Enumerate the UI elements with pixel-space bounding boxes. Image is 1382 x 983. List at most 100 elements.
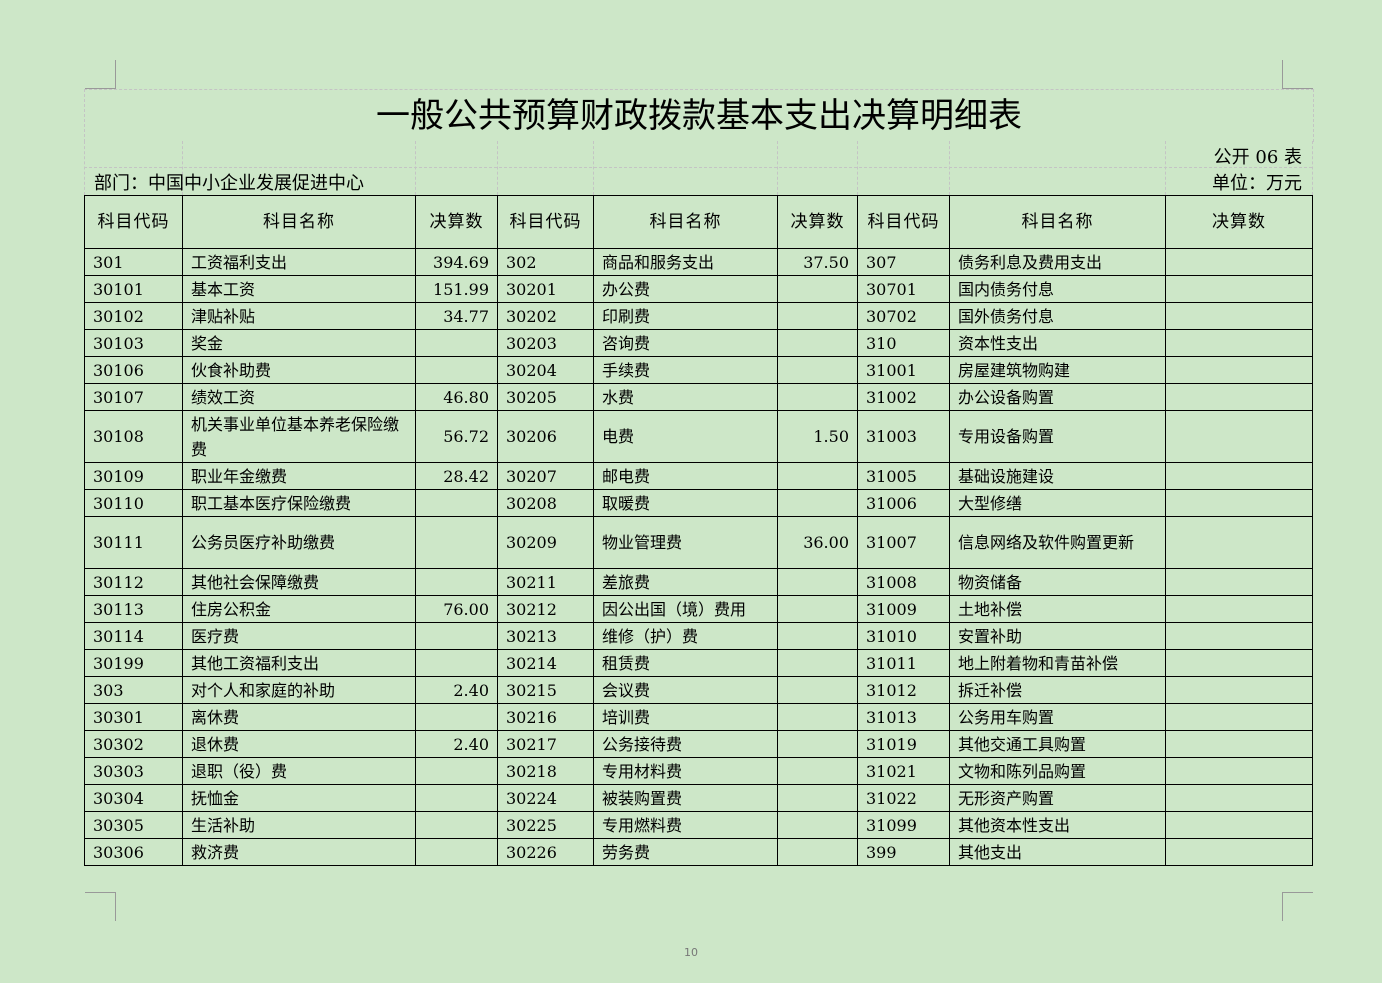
- table-row: 30110 职工基本医疗保险缴费 30208 取暖费 31006 大型修缮: [84, 489, 1313, 517]
- subject-name-cell: 对个人和家庭的补助: [182, 676, 416, 704]
- subject-code-cell: 30305: [84, 811, 183, 839]
- subject-name-cell: 专用燃料费: [593, 811, 778, 839]
- table-row: 30106 伙食补助费 30204 手续费 31001 房屋建筑物购建: [84, 356, 1313, 384]
- table-row: 30302 退休费 2.40 30217 公务接待费 31019 其他交通工具购置: [84, 730, 1313, 758]
- subject-code-cell: 31002: [857, 383, 950, 411]
- subject-name-cell: 奖金: [182, 329, 416, 357]
- subject-code-cell: 30205: [497, 383, 594, 411]
- subject-name-cell: 拆迁补偿: [949, 676, 1166, 704]
- table-row: 30305 生活补助 30225 专用燃料费 31099 其他资本性支出: [84, 811, 1313, 839]
- column-header: 科目名称: [949, 195, 1166, 249]
- amount-cell: 28.42: [415, 462, 498, 490]
- subject-name-cell: 大型修缮: [949, 489, 1166, 517]
- amount-cell: 37.50: [777, 248, 858, 276]
- subject-name-cell: 其他交通工具购置: [949, 730, 1166, 758]
- subject-code-cell: 30208: [497, 489, 594, 517]
- subject-name-cell: 租赁费: [593, 649, 778, 677]
- subject-code-cell: 30212: [497, 595, 594, 623]
- amount-cell: [1165, 676, 1313, 704]
- subject-code-cell: 30107: [84, 383, 183, 411]
- amount-cell: [415, 622, 498, 650]
- subject-code-cell: 30216: [497, 703, 594, 731]
- subject-name-cell: 退职（役）费: [182, 757, 416, 785]
- subject-name-cell: 办公设备购置: [949, 383, 1166, 411]
- table-row: 30304 抚恤金 30224 被装购置费 31022 无形资产购置: [84, 784, 1313, 812]
- subject-code-cell: 301: [84, 248, 183, 276]
- amount-cell: [1165, 489, 1313, 517]
- subject-name-cell: 公务员医疗补助缴费: [182, 516, 416, 569]
- subject-name-cell: 取暖费: [593, 489, 778, 517]
- subject-code-cell: 31007: [857, 516, 950, 569]
- subject-name-cell: 会议费: [593, 676, 778, 704]
- amount-cell: [1165, 410, 1313, 463]
- crop-mark: [85, 892, 116, 921]
- column-header: 决算数: [415, 195, 498, 249]
- amount-cell: [1165, 516, 1313, 569]
- subject-code-cell: 30203: [497, 329, 594, 357]
- table-subheader: 部门：中国中小企业发展促进中心 公开 06 表 单位：万元: [84, 141, 1313, 195]
- subject-name-cell: 水费: [593, 383, 778, 411]
- amount-cell: 151.99: [415, 275, 498, 303]
- amount-cell: [777, 838, 858, 866]
- header-row: 科目代码 科目名称 决算数 科目代码 科目名称 决算数 科目代码 科目名称 决算数: [84, 195, 1313, 249]
- amount-cell: [1165, 622, 1313, 650]
- table-row: 30101 基本工资 151.99 30201 办公费 30701 国内债务付息: [84, 275, 1313, 303]
- subject-code-cell: 30702: [857, 302, 950, 330]
- subject-name-cell: 电费: [593, 410, 778, 463]
- subject-name-cell: 办公费: [593, 275, 778, 303]
- amount-cell: [777, 568, 858, 596]
- subject-code-cell: 31009: [857, 595, 950, 623]
- subject-code-cell: 31006: [857, 489, 950, 517]
- subject-code-cell: 30109: [84, 462, 183, 490]
- table-row: 30306 救济费 30226 劳务费 399 其他支出: [84, 838, 1313, 866]
- subject-name-cell: 邮电费: [593, 462, 778, 490]
- subject-code-cell: 30224: [497, 784, 594, 812]
- subject-code-cell: 30225: [497, 811, 594, 839]
- amount-cell: [777, 595, 858, 623]
- subject-name-cell: 绩效工资: [182, 383, 416, 411]
- subject-name-cell: 专用材料费: [593, 757, 778, 785]
- amount-cell: 56.72: [415, 410, 498, 463]
- table-row: 30108 机关事业单位基本养老保险缴费 56.72 30206 电费 1.50 31003…: [84, 410, 1313, 463]
- subject-name-cell: 房屋建筑物购建: [949, 356, 1166, 384]
- subject-code-cell: 30204: [497, 356, 594, 384]
- subject-code-cell: 30215: [497, 676, 594, 704]
- subject-name-cell: 文物和陈列品购置: [949, 757, 1166, 785]
- subject-code-cell: 30114: [84, 622, 183, 650]
- subject-name-cell: 资本性支出: [949, 329, 1166, 357]
- amount-cell: [415, 329, 498, 357]
- subject-code-cell: 31008: [857, 568, 950, 596]
- subject-code-cell: 30111: [84, 516, 183, 569]
- table-row: 30113 住房公积金 76.00 30212 因公出国（境）费用 31009 土地补偿: [84, 595, 1313, 623]
- subject-code-cell: 30201: [497, 275, 594, 303]
- subject-code-cell: 30110: [84, 489, 183, 517]
- subject-name-cell: 医疗费: [182, 622, 416, 650]
- subject-name-cell: 国内债务付息: [949, 275, 1166, 303]
- amount-cell: [415, 784, 498, 812]
- subject-name-cell: 商品和服务支出: [593, 248, 778, 276]
- subject-code-cell: 30301: [84, 703, 183, 731]
- subject-code-cell: 30112: [84, 568, 183, 596]
- amount-cell: 34.77: [415, 302, 498, 330]
- subject-name-cell: 公务用车购置: [949, 703, 1166, 731]
- subject-code-cell: 31099: [857, 811, 950, 839]
- subject-code-cell: 30304: [84, 784, 183, 812]
- crop-mark: [1282, 60, 1313, 89]
- table-row: 30112 其他社会保障缴费 30211 差旅费 31008 物资储备: [84, 568, 1313, 596]
- amount-cell: [1165, 703, 1313, 731]
- subject-name-cell: 咨询费: [593, 329, 778, 357]
- amount-cell: [1165, 302, 1313, 330]
- amount-cell: [415, 703, 498, 731]
- subject-code-cell: 30217: [497, 730, 594, 758]
- amount-cell: 2.40: [415, 676, 498, 704]
- amount-cell: [1165, 838, 1313, 866]
- subject-name-cell: 债务利息及费用支出: [949, 248, 1166, 276]
- amount-cell: [1165, 811, 1313, 839]
- subject-name-cell: 救济费: [182, 838, 416, 866]
- subject-name-cell: 手续费: [593, 356, 778, 384]
- subject-name-cell: 维修（护）费: [593, 622, 778, 650]
- amount-cell: [777, 622, 858, 650]
- amount-cell: [777, 383, 858, 411]
- subject-code-cell: 31019: [857, 730, 950, 758]
- subject-name-cell: 职业年金缴费: [182, 462, 416, 490]
